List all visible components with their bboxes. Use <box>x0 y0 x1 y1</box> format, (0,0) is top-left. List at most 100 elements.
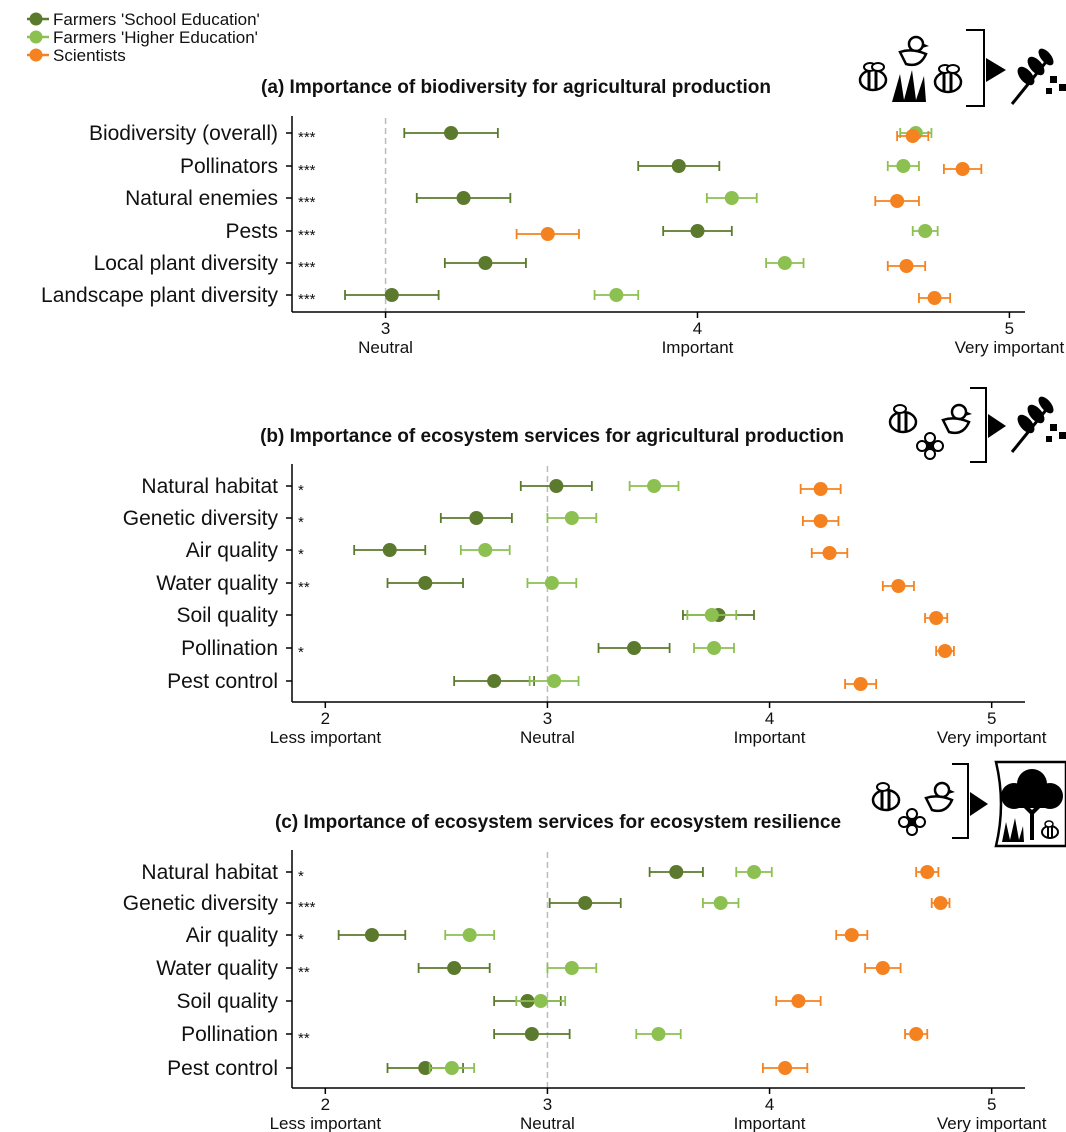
category-label: Water quality <box>156 572 278 595</box>
wheat-icon <box>1010 48 1066 105</box>
category-label: Air quality <box>186 539 279 562</box>
point-school <box>524 1027 539 1041</box>
significance-label: *** <box>298 899 316 916</box>
arrow-icon <box>988 414 1006 438</box>
legend: Farmers 'School Education' Farmers 'High… <box>27 10 260 65</box>
point-higher <box>547 674 562 688</box>
tree-icon <box>1001 769 1063 840</box>
point-scientists <box>791 994 806 1008</box>
x-tick-label: Very important <box>955 338 1065 357</box>
point-scientists <box>844 928 859 942</box>
significance-label: ** <box>298 579 310 596</box>
point-higher <box>647 479 662 493</box>
category-label: Pest control <box>167 670 278 693</box>
point-scientists <box>938 644 953 658</box>
category-label: Pest control <box>167 1057 278 1080</box>
point-scientists <box>822 546 837 560</box>
point-school <box>627 641 642 655</box>
point-school <box>669 865 684 879</box>
x-tick-number: 2 <box>321 709 330 728</box>
point-higher <box>707 641 722 655</box>
services-to-crop-icons <box>888 387 1066 463</box>
x-tick-number: 5 <box>987 1095 996 1114</box>
x-tick-label: Neutral <box>520 728 575 747</box>
significance-label: *** <box>298 129 316 146</box>
point-school <box>444 126 459 140</box>
point-higher <box>747 865 762 879</box>
point-scientists <box>909 1027 924 1041</box>
significance-label: *** <box>298 227 316 244</box>
category-label: Biodiversity (overall) <box>89 122 278 145</box>
category-label: Natural enemies <box>125 187 278 210</box>
category-label: Pollination <box>181 637 278 660</box>
significance-label: *** <box>298 162 316 179</box>
category-label: Water quality <box>156 957 278 980</box>
legend-label: Farmers 'School Education' <box>53 10 260 29</box>
legend-entry-school: Farmers 'School Education' <box>27 10 260 29</box>
bee-icon <box>1041 820 1059 839</box>
x-tick-label: Very important <box>937 728 1047 747</box>
x-tick-label: Less important <box>270 1114 382 1132</box>
point-scientists <box>920 865 935 879</box>
x-tick-number: 2 <box>321 1095 330 1114</box>
x-tick-number: 3 <box>543 709 552 728</box>
x-tick-number: 4 <box>693 319 702 338</box>
x-tick-number: 3 <box>381 319 390 338</box>
legend-entry-higher: Farmers 'Higher Education' <box>27 28 258 47</box>
significance-label: * <box>298 931 304 948</box>
significance-label: * <box>298 868 304 885</box>
point-school <box>384 288 399 302</box>
point-school <box>478 256 493 270</box>
point-school <box>418 1061 433 1075</box>
point-scientists <box>813 514 828 528</box>
significance-label: * <box>298 482 304 499</box>
bee-icon <box>933 64 963 94</box>
x-tick-number: 4 <box>765 1095 774 1114</box>
point-higher <box>609 288 624 302</box>
significance-label: * <box>298 514 304 531</box>
services-to-ecosystem-icons <box>871 760 1066 848</box>
point-higher <box>444 1061 459 1075</box>
category-label: Landscape plant diversity <box>41 284 278 307</box>
point-higher <box>918 224 933 238</box>
point-scientists <box>955 162 970 176</box>
category-label: Natural habitat <box>141 861 278 884</box>
flower-icon <box>898 808 926 836</box>
panel-b-title: (b) Importance of ecosystem services for… <box>260 426 844 447</box>
significance-label: * <box>298 546 304 563</box>
grass-icon <box>1002 818 1024 842</box>
x-tick-label: Important <box>734 728 806 747</box>
point-school <box>469 511 484 525</box>
legend-entry-scientists: Scientists <box>27 46 126 65</box>
category-label: Pollination <box>181 1023 278 1046</box>
legend-label: Farmers 'Higher Education' <box>53 28 258 47</box>
point-school <box>578 896 593 910</box>
bee-icon <box>858 62 888 92</box>
point-higher <box>564 511 579 525</box>
category-label: Pollinators <box>180 155 278 178</box>
point-higher <box>478 543 493 557</box>
significance-label: ** <box>298 1030 310 1047</box>
point-scientists <box>875 961 890 975</box>
biodiversity-to-crop-icons <box>858 29 1066 107</box>
x-tick-number: 5 <box>1005 319 1014 338</box>
point-higher <box>533 994 548 1008</box>
arrow-icon <box>970 792 988 816</box>
significance-label: *** <box>298 194 316 211</box>
point-school <box>456 191 471 205</box>
point-school <box>364 928 379 942</box>
point-school <box>447 961 462 975</box>
x-tick-label: Important <box>734 1114 806 1132</box>
point-higher <box>462 928 477 942</box>
point-higher <box>896 159 911 173</box>
point-scientists <box>813 482 828 496</box>
point-scientists <box>927 291 942 305</box>
point-scientists <box>540 227 555 241</box>
x-tick-number: 4 <box>765 709 774 728</box>
point-higher <box>724 191 739 205</box>
category-label: Soil quality <box>176 604 278 627</box>
point-school <box>690 224 705 238</box>
category-label: Pests <box>225 220 278 243</box>
x-tick-label: Less important <box>270 728 382 747</box>
